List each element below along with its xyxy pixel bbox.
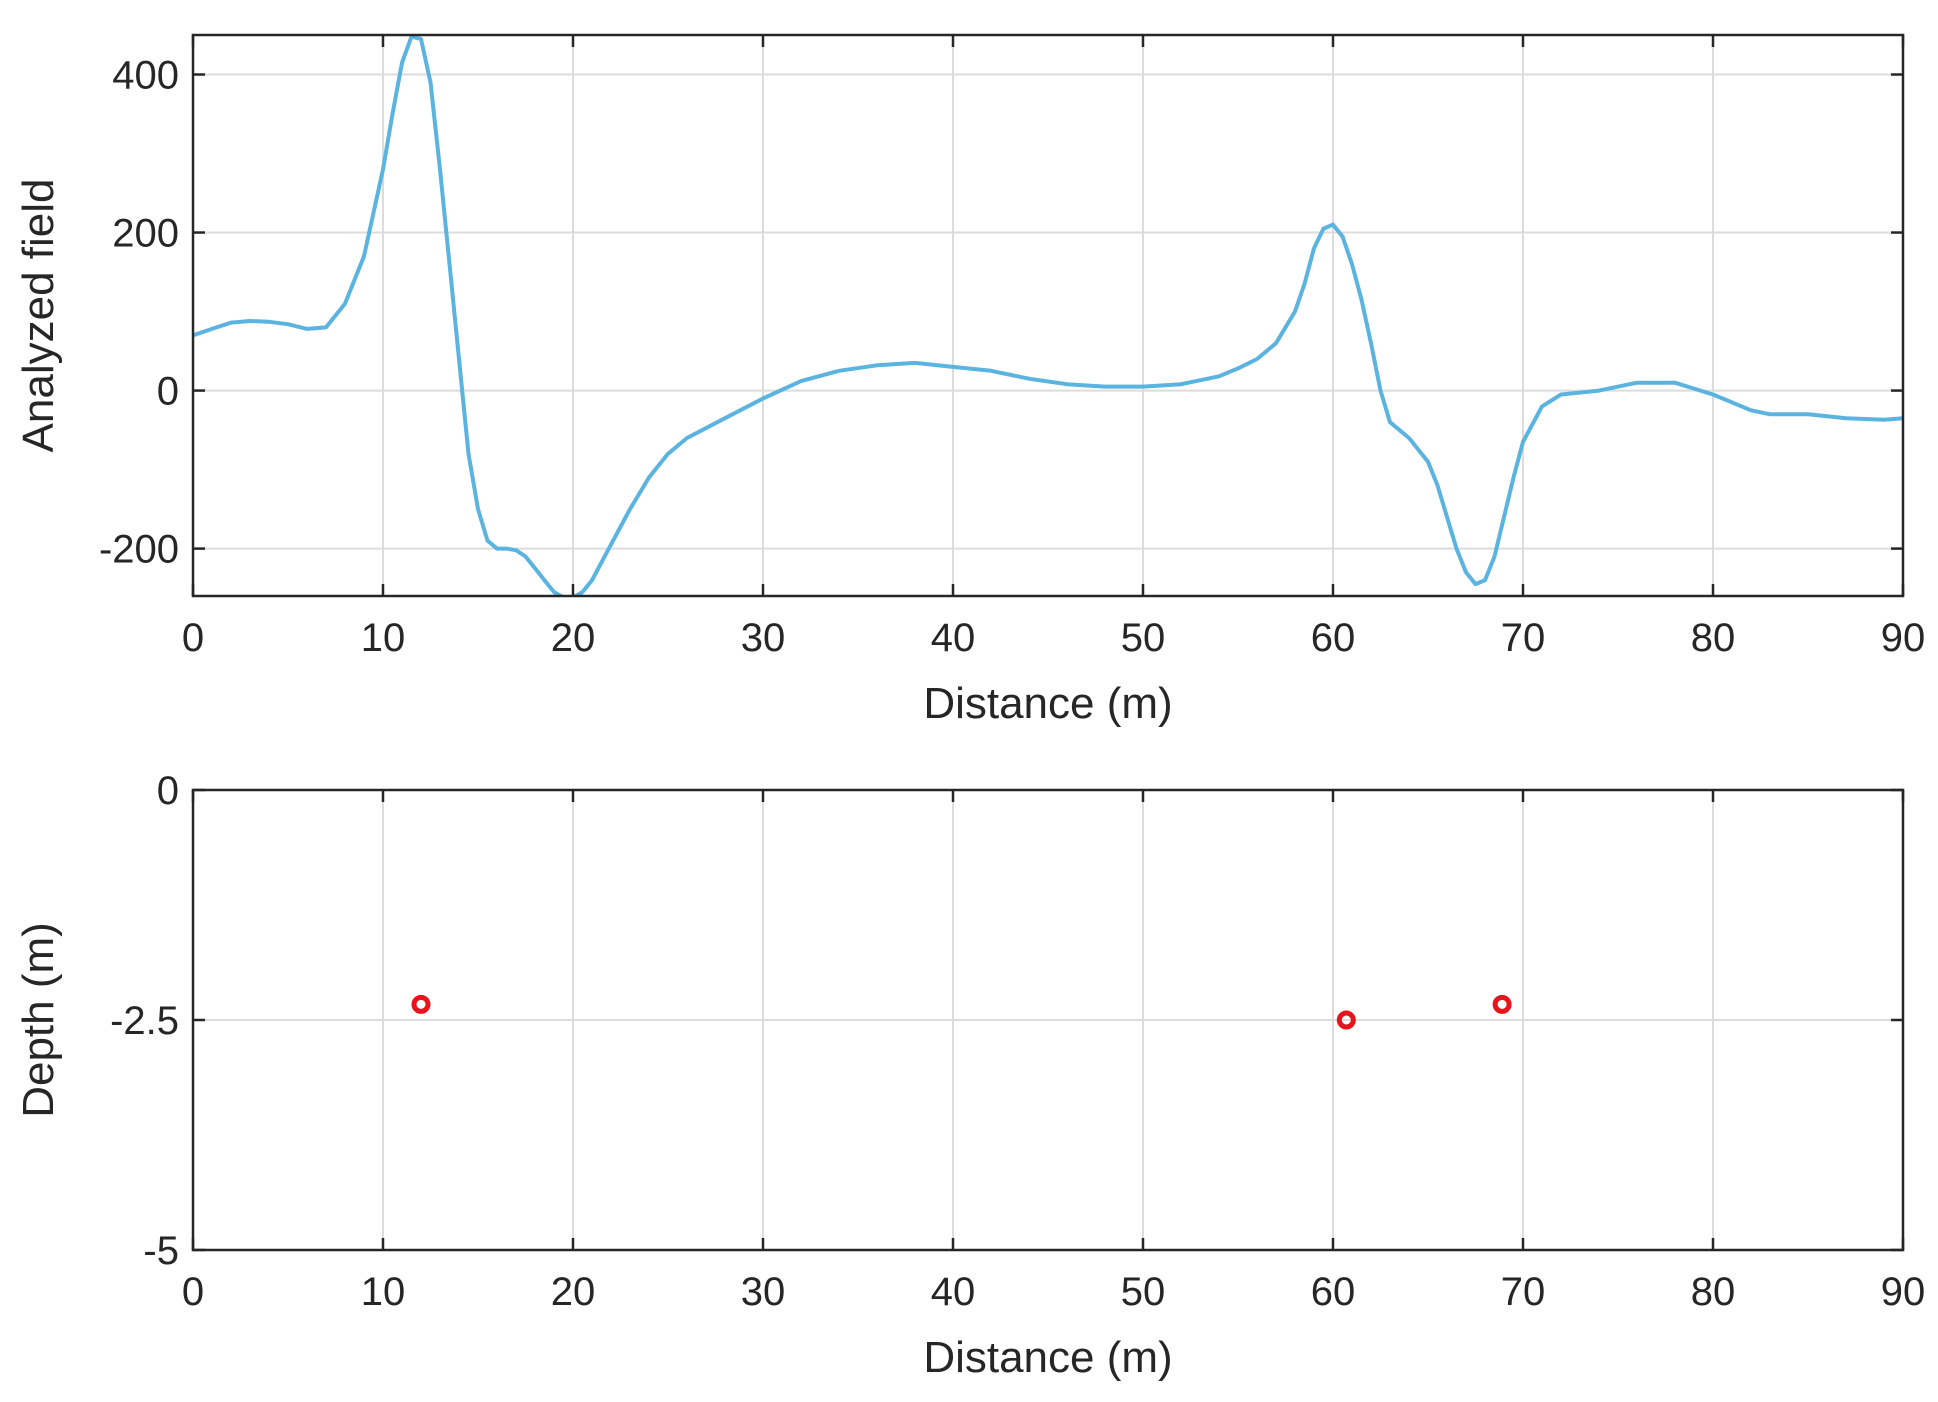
grid-lines xyxy=(192,789,1904,1251)
depth-point xyxy=(411,994,431,1014)
x-tick-label: 50 xyxy=(1121,1270,1166,1314)
x-tick-label: 40 xyxy=(931,1270,976,1314)
x-tick-label: 30 xyxy=(741,616,786,660)
y-tick-label: -200 xyxy=(99,528,179,572)
x-tick-label: 0 xyxy=(182,1270,204,1314)
x-tick-label: 90 xyxy=(1881,1270,1926,1314)
plot-frame xyxy=(191,33,1905,598)
y-tick-label: 0 xyxy=(157,370,179,414)
x-tick-label: 20 xyxy=(551,616,596,660)
y-tick-label: -2.5 xyxy=(110,999,179,1043)
y-tick-label: 0 xyxy=(157,769,179,813)
x-tick-label: 0 xyxy=(182,616,204,660)
x-axis-label: Distance (m) xyxy=(923,679,1172,728)
x-tick-label: 20 xyxy=(551,1270,596,1314)
y-tick-label: 200 xyxy=(112,212,179,256)
x-tick-label: 50 xyxy=(1121,616,1166,660)
axis-ticks: 0 10 20 30 40 50 60 70 80 90 -5 -2.5 0 xyxy=(110,769,1925,1314)
y-axis-label: Depth (m) xyxy=(14,922,63,1118)
y-tick-label: 400 xyxy=(112,54,179,98)
x-tick-label: 80 xyxy=(1691,616,1736,660)
depth-point xyxy=(1336,1010,1356,1030)
x-tick-label: 40 xyxy=(931,616,976,660)
analyzed-field-series-line xyxy=(193,35,1903,596)
x-tick-label: 70 xyxy=(1501,616,1546,660)
x-axis-label: Distance (m) xyxy=(923,1333,1172,1382)
x-tick-label: 30 xyxy=(741,1270,786,1314)
x-tick-label: 60 xyxy=(1311,616,1356,660)
depth-chart: 0 10 20 30 40 50 60 70 80 90-5-2.50 Distance (m) … xyxy=(14,769,1925,1382)
x-tick-label: 60 xyxy=(1311,1270,1356,1314)
grid-lines xyxy=(192,35,1904,596)
x-tick-label: 10 xyxy=(361,1270,406,1314)
x-tick-label: 80 xyxy=(1691,1270,1736,1314)
x-tick-label: 90 xyxy=(1881,616,1926,660)
y-tick-label: -5 xyxy=(143,1229,179,1273)
depth-point xyxy=(1492,994,1512,1014)
depth-points xyxy=(411,994,1512,1030)
y-axis-label: Analyzed field xyxy=(14,179,63,453)
x-tick-label: 10 xyxy=(361,616,406,660)
x-tick-label: 70 xyxy=(1501,1270,1546,1314)
